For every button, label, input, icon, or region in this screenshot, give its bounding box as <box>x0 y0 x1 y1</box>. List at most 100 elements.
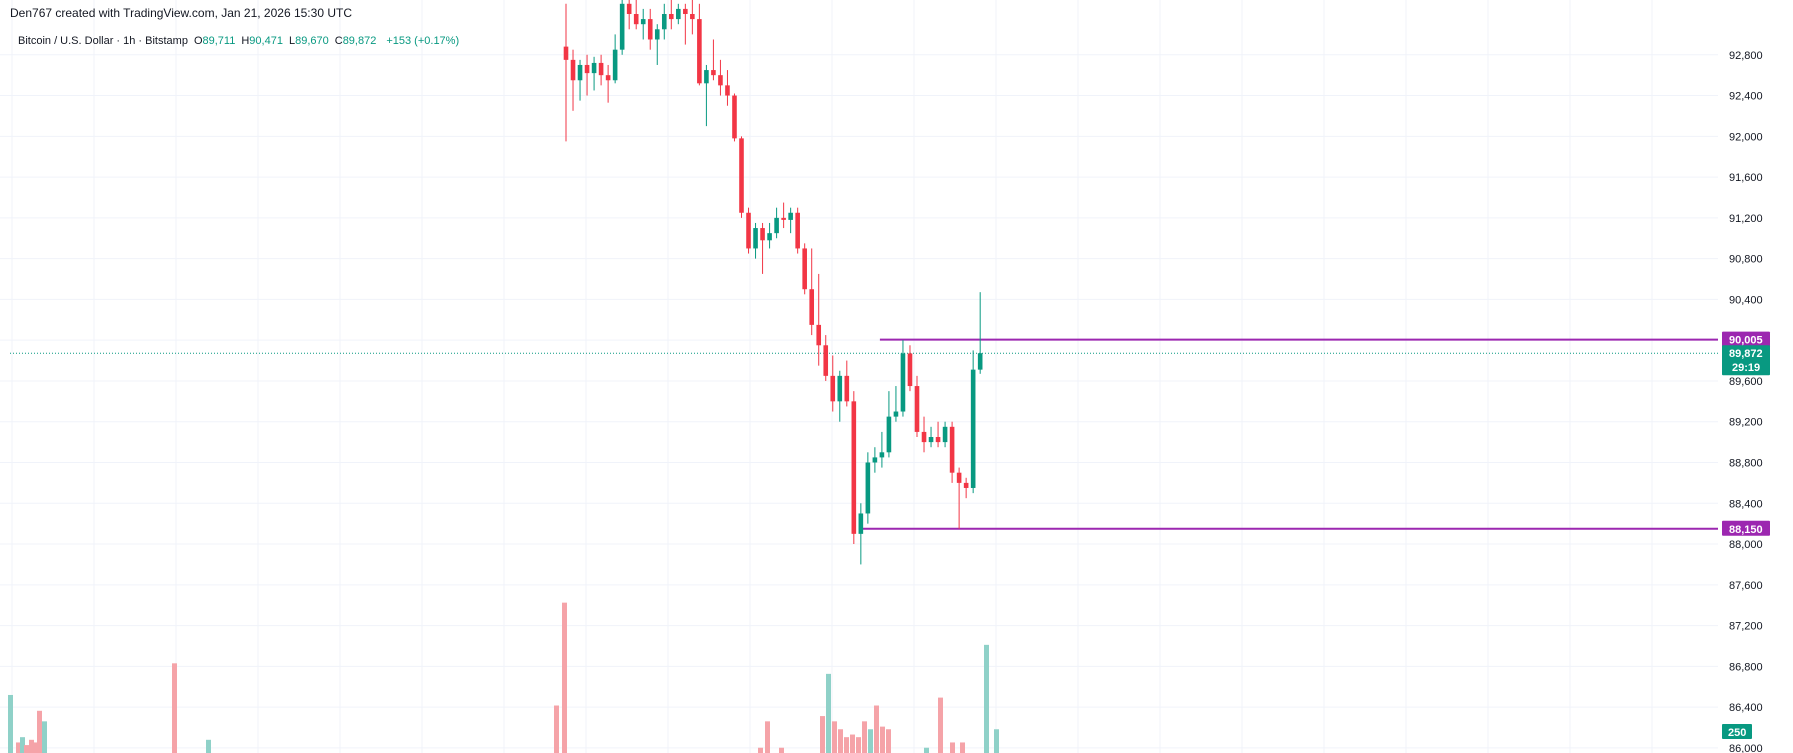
candle-body <box>633 14 639 25</box>
candle-body <box>956 472 962 483</box>
candle-body <box>690 14 695 20</box>
volume-bar <box>868 729 873 753</box>
candle-body <box>647 19 653 40</box>
volume-bar <box>33 742 38 753</box>
candle-body <box>711 70 716 76</box>
volume-bars <box>8 602 999 753</box>
volume-bar <box>206 739 211 753</box>
candle-body <box>640 19 646 25</box>
candle-body <box>718 75 723 86</box>
axis-tick-label: 91,200 <box>1729 213 1763 225</box>
candle-body <box>977 353 983 370</box>
candle-body <box>591 62 597 74</box>
price-badge-label: 90,005 <box>1729 335 1763 347</box>
candle-body <box>970 369 976 488</box>
volume-bar <box>874 705 879 753</box>
grid-lines <box>0 0 1718 753</box>
candle-body <box>570 59 576 81</box>
volume-bar <box>938 697 943 753</box>
axis-tick-label: 90,800 <box>1729 254 1763 266</box>
candle-body <box>577 64 583 81</box>
candle-body <box>809 289 814 325</box>
volume-bar <box>856 737 861 753</box>
volume-bar <box>20 737 25 753</box>
volume-bar <box>820 716 825 753</box>
candle-body <box>816 324 822 346</box>
candle-body <box>767 233 772 241</box>
axis-tick-label: 88,400 <box>1729 498 1763 510</box>
price-badge <box>1722 331 1770 347</box>
legend-low: L 89,670 <box>288 35 329 47</box>
legend-high: H 90,471 <box>241 35 283 47</box>
attribution-text: Den767 created with TradingView.com, Jan… <box>10 6 352 20</box>
axis-tick-label: 86,800 <box>1729 661 1763 673</box>
candle-body <box>802 248 807 290</box>
candle-body <box>676 8 681 20</box>
volume-bar <box>172 663 177 753</box>
axis-tick-label: 89,600 <box>1729 376 1763 388</box>
volume-bar <box>8 694 13 753</box>
volume-bar <box>838 729 843 753</box>
candle-body <box>914 386 920 432</box>
axis-tick-label: 88,000 <box>1729 539 1763 551</box>
volume-bar <box>886 729 891 753</box>
candle-body <box>942 426 948 443</box>
candle-body <box>746 212 751 249</box>
candle-body <box>704 70 709 84</box>
candle-body <box>788 212 793 220</box>
volume-bar <box>994 729 999 753</box>
candle-body <box>795 212 800 249</box>
price-axis[interactable]: 92,800 92,400 92,000 91,600 91,200 90,800 90,4… <box>1729 50 1763 753</box>
axis-tick-label: 86,000 <box>1729 743 1763 753</box>
axis-tick-label: 87,600 <box>1729 580 1763 592</box>
candle-body <box>619 3 625 50</box>
axis-tick-label: 92,400 <box>1729 91 1763 103</box>
candle-body <box>907 353 913 387</box>
axis-tick-label: 86,400 <box>1729 702 1763 714</box>
volume-bar <box>862 721 867 753</box>
candle-body <box>753 228 758 249</box>
candle-body <box>963 482 969 488</box>
candle-body <box>858 513 864 534</box>
axis-tick-label: 92,000 <box>1729 131 1763 143</box>
candle-body <box>697 19 702 84</box>
candle-body <box>774 217 779 234</box>
volume-bar <box>24 745 29 753</box>
candle-body <box>879 452 885 458</box>
price-badge <box>1722 345 1770 376</box>
candle-body <box>584 64 590 74</box>
price-badge-label: 88,150 <box>1729 524 1763 536</box>
candle-body <box>921 431 927 443</box>
candle-body <box>844 375 850 402</box>
candle-body <box>851 401 857 534</box>
volume-bar <box>758 747 763 753</box>
legend-change: +153 (+0.17%) <box>386 35 460 47</box>
candle-body <box>886 416 892 453</box>
candle-body <box>900 353 906 412</box>
candle-body <box>837 375 843 402</box>
volume-bar <box>554 705 559 753</box>
volume-badge-label: 250 <box>1728 727 1746 739</box>
candle-body <box>626 3 632 15</box>
candle-body <box>865 462 871 514</box>
volume-bar <box>850 734 855 753</box>
candle-body <box>781 217 786 220</box>
axis-tick-label: 89,200 <box>1729 417 1763 429</box>
volume-bar <box>16 742 21 753</box>
candle-body <box>612 49 618 81</box>
candle-body <box>725 85 730 96</box>
volume-bar <box>844 737 849 753</box>
volume-bar <box>832 721 837 753</box>
candle-body <box>949 426 955 473</box>
candle-body <box>830 375 836 402</box>
candlesticks <box>563 0 983 565</box>
countdown-label: 29:19 <box>1732 362 1760 374</box>
candle-body <box>739 138 744 213</box>
axis-tick-label: 92,800 <box>1729 50 1763 62</box>
candle-body <box>669 14 674 20</box>
horizontal-levels[interactable] <box>858 338 1718 530</box>
volume-bar <box>29 739 34 753</box>
symbol-name: Bitcoin / U.S. Dollar · 1h · Bitstamp <box>18 35 188 47</box>
